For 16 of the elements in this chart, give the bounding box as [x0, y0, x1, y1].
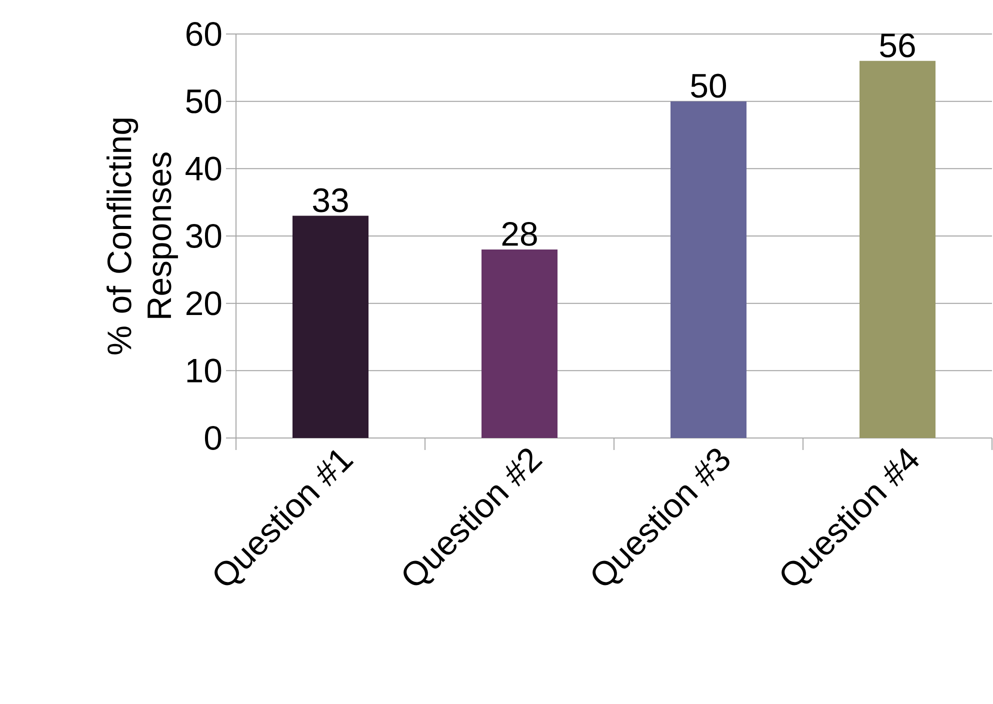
- bar: [482, 249, 558, 438]
- bar: [860, 60, 936, 438]
- y-tick-label: 40: [186, 156, 222, 181]
- y-tick-label: 20: [186, 291, 222, 316]
- y-tick-label: 30: [186, 224, 222, 248]
- y-tick-label: 50: [186, 89, 222, 114]
- y-tick-label: 60: [186, 22, 222, 46]
- y-tick-label: 0: [204, 426, 222, 450]
- bar: [670, 101, 747, 438]
- data-label: 50: [691, 74, 726, 98]
- data-label: 56: [880, 33, 915, 58]
- data-label: 33: [312, 188, 348, 212]
- bar: [292, 216, 369, 438]
- y-axis-title: % of Conflicting Responses: [106, 118, 178, 354]
- y-tick-label: 10: [187, 358, 222, 383]
- data-label: 28: [502, 222, 537, 246]
